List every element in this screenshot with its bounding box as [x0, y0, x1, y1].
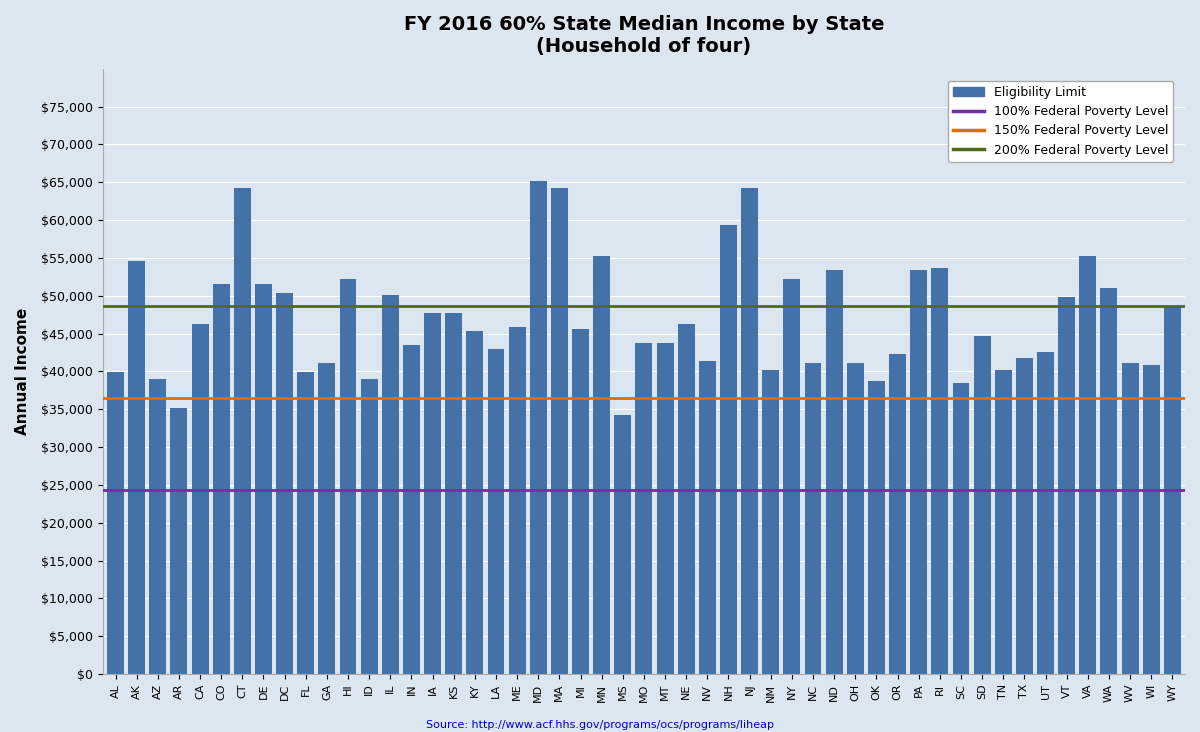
- Bar: [931, 268, 948, 674]
- Bar: [403, 345, 420, 674]
- Bar: [361, 379, 378, 674]
- Bar: [1164, 306, 1181, 674]
- Bar: [445, 313, 462, 674]
- Bar: [868, 381, 884, 674]
- Bar: [995, 370, 1012, 674]
- Title: FY 2016 60% State Median Income by State
(Household of four): FY 2016 60% State Median Income by State…: [403, 15, 884, 56]
- Bar: [593, 256, 610, 674]
- Bar: [614, 415, 631, 674]
- Bar: [762, 370, 779, 674]
- Bar: [340, 279, 356, 674]
- Bar: [826, 270, 842, 674]
- Y-axis label: Annual Income: Annual Income: [14, 307, 30, 435]
- Bar: [698, 361, 715, 674]
- Bar: [149, 379, 167, 674]
- Bar: [953, 384, 970, 674]
- Bar: [318, 363, 335, 674]
- Text: Source: http://www.acf.hhs.gov/programs/ocs/programs/liheap: Source: http://www.acf.hhs.gov/programs/…: [426, 720, 774, 731]
- Bar: [1079, 256, 1097, 674]
- Bar: [678, 324, 695, 674]
- Bar: [656, 343, 673, 674]
- Bar: [256, 283, 272, 674]
- Bar: [382, 295, 398, 674]
- Bar: [170, 408, 187, 674]
- Bar: [572, 329, 589, 674]
- Bar: [424, 313, 442, 674]
- Bar: [551, 188, 568, 674]
- Bar: [298, 372, 314, 674]
- Bar: [509, 326, 526, 674]
- Bar: [1142, 365, 1159, 674]
- Bar: [720, 225, 737, 674]
- Bar: [212, 283, 229, 674]
- Bar: [1016, 359, 1033, 674]
- Bar: [847, 363, 864, 674]
- Bar: [467, 332, 484, 674]
- Bar: [529, 182, 547, 674]
- Bar: [1122, 363, 1139, 674]
- Bar: [973, 336, 990, 674]
- Legend: Eligibility Limit, 100% Federal Poverty Level, 150% Federal Poverty Level, 200% : Eligibility Limit, 100% Federal Poverty …: [948, 81, 1174, 162]
- Bar: [192, 324, 209, 674]
- Bar: [234, 188, 251, 674]
- Bar: [487, 349, 504, 674]
- Bar: [784, 279, 800, 674]
- Bar: [1037, 351, 1054, 674]
- Bar: [804, 363, 822, 674]
- Bar: [911, 270, 928, 674]
- Bar: [1100, 288, 1117, 674]
- Bar: [742, 188, 758, 674]
- Bar: [889, 354, 906, 674]
- Bar: [107, 372, 124, 674]
- Bar: [276, 293, 293, 674]
- Bar: [128, 261, 145, 674]
- Bar: [636, 343, 653, 674]
- Bar: [1058, 297, 1075, 674]
